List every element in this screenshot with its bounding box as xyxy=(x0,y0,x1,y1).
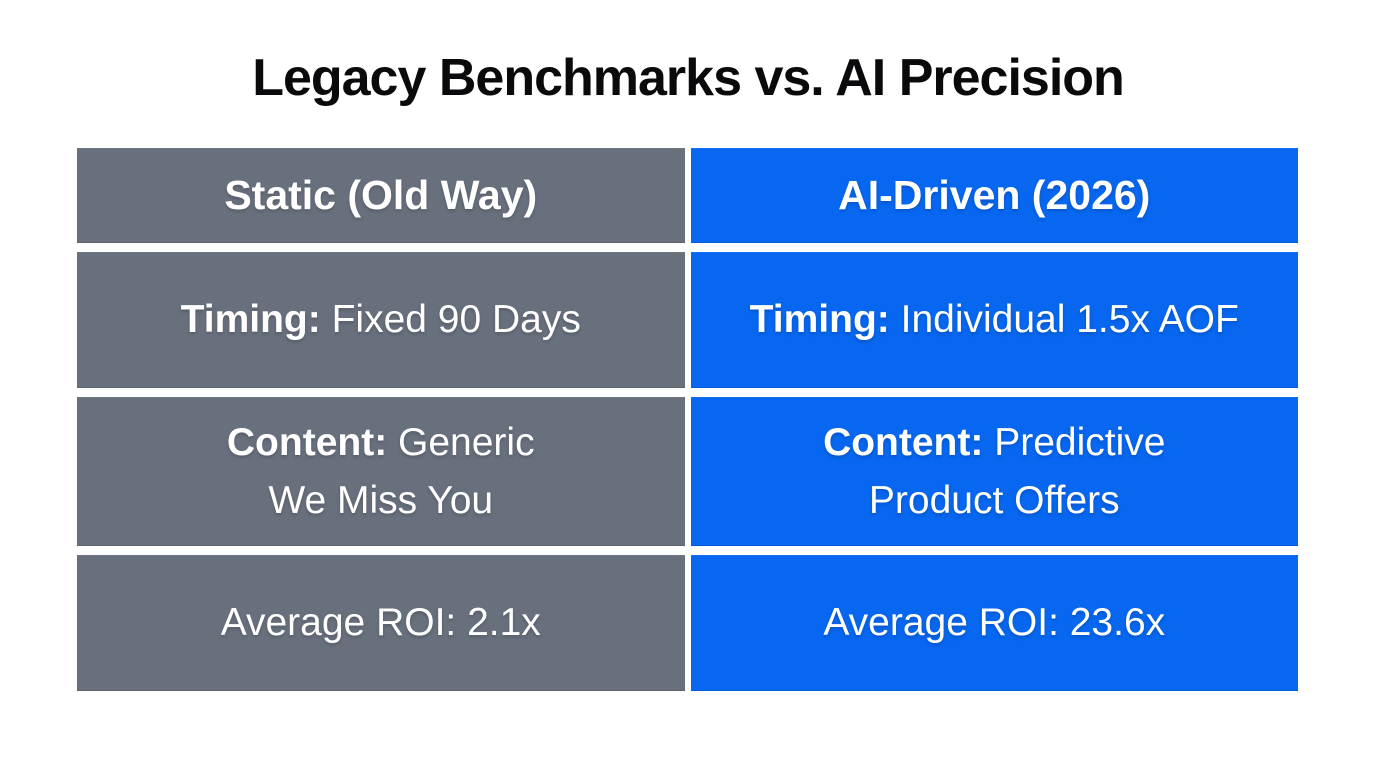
header-ai-label: AI-Driven (2026) xyxy=(838,172,1151,219)
roi-value-ai: Average ROI: 23.6x xyxy=(823,601,1166,645)
cell-roi-legacy: Average ROI: 2.1x xyxy=(77,555,685,691)
cell-roi-ai: Average ROI: 23.6x xyxy=(690,555,1298,691)
content-line2-legacy: We Miss You xyxy=(268,478,494,522)
roi-value-legacy: Average ROI: 2.1x xyxy=(220,601,541,645)
cell-content-legacy: Content: Generic We Miss You xyxy=(77,397,685,546)
content-line1-ai: Content: Predictive xyxy=(823,414,1165,472)
content-line2-ai: Product Offers xyxy=(868,478,1120,522)
timing-label-ai: Timing: xyxy=(749,298,890,342)
header-static-label: Static (Old Way) xyxy=(224,172,538,219)
content-label-ai: Content: xyxy=(823,420,984,464)
timing-value-legacy: Fixed 90 Days xyxy=(320,298,581,342)
cell-text: Content: Generic We Miss You xyxy=(227,414,535,529)
content-value-ai: Predictive xyxy=(983,420,1166,464)
timing-label-legacy: Timing: xyxy=(180,298,321,342)
cell-text: Timing: Individual 1.5x AOF xyxy=(750,291,1239,349)
header-ai-driven: AI-Driven (2026) xyxy=(690,148,1298,243)
timing-value-ai: Individual 1.5x AOF xyxy=(889,298,1239,342)
comparison-table: Static (Old Way) AI-Driven (2026) Timing… xyxy=(77,148,1298,691)
cell-timing-legacy: Timing: Fixed 90 Days xyxy=(77,252,685,388)
cell-timing-ai: Timing: Individual 1.5x AOF xyxy=(690,252,1298,388)
cell-text: Content: Predictive Product Offers xyxy=(823,414,1165,529)
content-line1-legacy: Content: Generic xyxy=(227,414,535,472)
content-label-legacy: Content: xyxy=(226,420,388,464)
page-title: Legacy Benchmarks vs. AI Precision xyxy=(252,49,1125,107)
content-value-legacy: Generic xyxy=(387,420,535,464)
header-static-old-way: Static (Old Way) xyxy=(77,148,685,243)
cell-content-ai: Content: Predictive Product Offers xyxy=(690,397,1298,546)
cell-text: Timing: Fixed 90 Days xyxy=(181,291,581,349)
